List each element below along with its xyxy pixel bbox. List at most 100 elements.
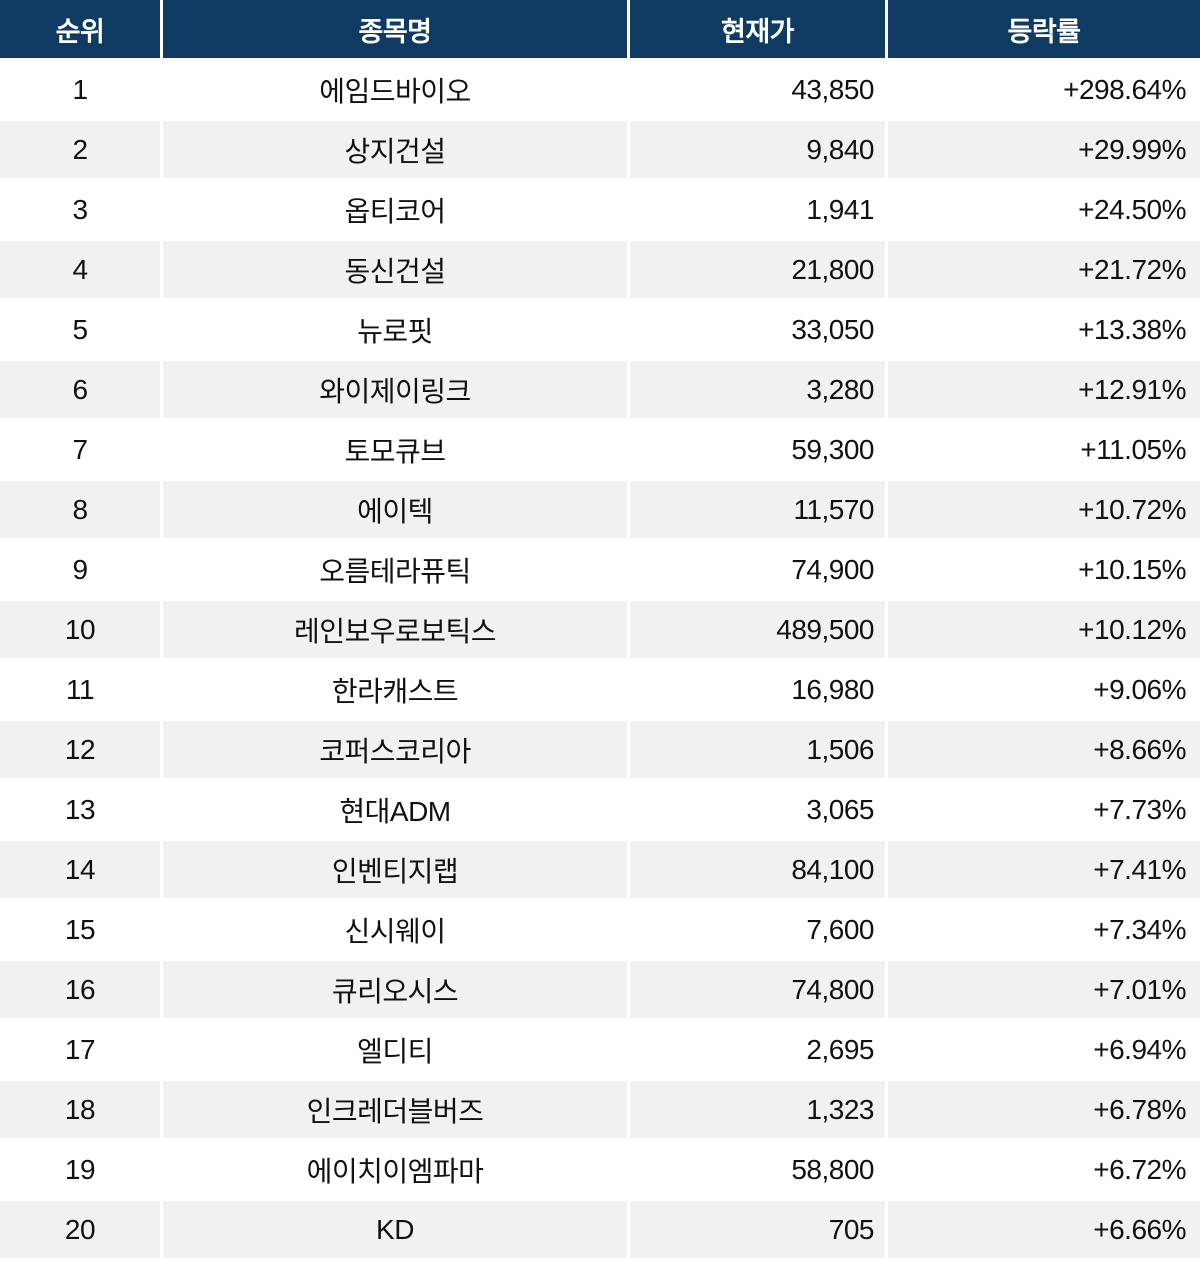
price-cell: 3,065 bbox=[630, 781, 885, 838]
change-cell: +10.72% bbox=[888, 481, 1200, 538]
change-cell: +6.94% bbox=[888, 1021, 1200, 1078]
table-header-row: 순위 종목명 현재가 등락률 bbox=[0, 0, 1200, 58]
price-cell: 1,941 bbox=[630, 181, 885, 238]
change-cell: +6.78% bbox=[888, 1081, 1200, 1138]
price-cell: 33,050 bbox=[630, 301, 885, 358]
price-cell: 16,980 bbox=[630, 661, 885, 718]
name-cell: 옵티코어 bbox=[163, 181, 627, 238]
rank-cell: 4 bbox=[0, 241, 160, 298]
table-row: 8 에이텍 11,570 +10.72% bbox=[0, 481, 1200, 538]
name-cell: 인벤티지랩 bbox=[163, 841, 627, 898]
change-cell: +9.06% bbox=[888, 661, 1200, 718]
table-row: 18 인크레더블버즈 1,323 +6.78% bbox=[0, 1081, 1200, 1138]
rank-cell: 14 bbox=[0, 841, 160, 898]
name-cell: 동신건설 bbox=[163, 241, 627, 298]
name-cell: 뉴로핏 bbox=[163, 301, 627, 358]
table-row: 14 인벤티지랩 84,100 +7.41% bbox=[0, 841, 1200, 898]
name-cell: 토모큐브 bbox=[163, 421, 627, 478]
table-row: 6 와이제이링크 3,280 +12.91% bbox=[0, 361, 1200, 418]
change-cell: +7.41% bbox=[888, 841, 1200, 898]
change-cell: +6.66% bbox=[888, 1201, 1200, 1258]
change-cell: +8.66% bbox=[888, 721, 1200, 778]
rank-cell: 3 bbox=[0, 181, 160, 238]
rank-cell: 6 bbox=[0, 361, 160, 418]
name-cell: 오름테라퓨틱 bbox=[163, 541, 627, 598]
change-cell: +13.38% bbox=[888, 301, 1200, 358]
rank-cell: 5 bbox=[0, 301, 160, 358]
column-header-change: 등락률 bbox=[888, 0, 1200, 58]
price-cell: 43,850 bbox=[630, 61, 885, 118]
change-cell: +29.99% bbox=[888, 121, 1200, 178]
price-cell: 489,500 bbox=[630, 601, 885, 658]
rank-cell: 17 bbox=[0, 1021, 160, 1078]
change-cell: +12.91% bbox=[888, 361, 1200, 418]
column-header-name: 종목명 bbox=[163, 0, 627, 58]
price-cell: 21,800 bbox=[630, 241, 885, 298]
name-cell: 에이텍 bbox=[163, 481, 627, 538]
column-header-rank: 순위 bbox=[0, 0, 160, 58]
rank-cell: 1 bbox=[0, 61, 160, 118]
name-cell: 신시웨이 bbox=[163, 901, 627, 958]
rank-cell: 19 bbox=[0, 1141, 160, 1198]
change-cell: +10.15% bbox=[888, 541, 1200, 598]
rank-cell: 12 bbox=[0, 721, 160, 778]
price-cell: 9,840 bbox=[630, 121, 885, 178]
rank-cell: 18 bbox=[0, 1081, 160, 1138]
name-cell: 인크레더블버즈 bbox=[163, 1081, 627, 1138]
table-row: 17 엘디티 2,695 +6.94% bbox=[0, 1021, 1200, 1078]
change-cell: +6.72% bbox=[888, 1141, 1200, 1198]
rank-cell: 16 bbox=[0, 961, 160, 1018]
name-cell: 레인보우로보틱스 bbox=[163, 601, 627, 658]
price-cell: 2,695 bbox=[630, 1021, 885, 1078]
table-row: 2 상지건설 9,840 +29.99% bbox=[0, 121, 1200, 178]
price-cell: 59,300 bbox=[630, 421, 885, 478]
table-row: 12 코퍼스코리아 1,506 +8.66% bbox=[0, 721, 1200, 778]
price-cell: 7,600 bbox=[630, 901, 885, 958]
price-cell: 1,506 bbox=[630, 721, 885, 778]
rank-cell: 15 bbox=[0, 901, 160, 958]
name-cell: 현대ADM bbox=[163, 781, 627, 838]
name-cell: 코퍼스코리아 bbox=[163, 721, 627, 778]
table-row: 13 현대ADM 3,065 +7.73% bbox=[0, 781, 1200, 838]
price-cell: 705 bbox=[630, 1201, 885, 1258]
table-row: 4 동신건설 21,800 +21.72% bbox=[0, 241, 1200, 298]
table-row: 20 KD 705 +6.66% bbox=[0, 1201, 1200, 1258]
change-cell: +24.50% bbox=[888, 181, 1200, 238]
name-cell: KD bbox=[163, 1201, 627, 1258]
change-cell: +21.72% bbox=[888, 241, 1200, 298]
table-row: 5 뉴로핏 33,050 +13.38% bbox=[0, 301, 1200, 358]
table-row: 16 큐리오시스 74,800 +7.01% bbox=[0, 961, 1200, 1018]
table-row: 7 토모큐브 59,300 +11.05% bbox=[0, 421, 1200, 478]
table-row: 9 오름테라퓨틱 74,900 +10.15% bbox=[0, 541, 1200, 598]
rank-cell: 7 bbox=[0, 421, 160, 478]
change-cell: +7.34% bbox=[888, 901, 1200, 958]
rank-cell: 8 bbox=[0, 481, 160, 538]
rank-cell: 2 bbox=[0, 121, 160, 178]
table-row: 10 레인보우로보틱스 489,500 +10.12% bbox=[0, 601, 1200, 658]
name-cell: 한라캐스트 bbox=[163, 661, 627, 718]
name-cell: 큐리오시스 bbox=[163, 961, 627, 1018]
rank-cell: 11 bbox=[0, 661, 160, 718]
price-cell: 1,323 bbox=[630, 1081, 885, 1138]
change-cell: +7.73% bbox=[888, 781, 1200, 838]
table-row: 3 옵티코어 1,941 +24.50% bbox=[0, 181, 1200, 238]
table-row: 1 에임드바이오 43,850 +298.64% bbox=[0, 61, 1200, 118]
price-cell: 74,800 bbox=[630, 961, 885, 1018]
name-cell: 에임드바이오 bbox=[163, 61, 627, 118]
name-cell: 엘디티 bbox=[163, 1021, 627, 1078]
name-cell: 에이치이엠파마 bbox=[163, 1141, 627, 1198]
price-cell: 58,800 bbox=[630, 1141, 885, 1198]
rank-cell: 9 bbox=[0, 541, 160, 598]
table-row: 19 에이치이엠파마 58,800 +6.72% bbox=[0, 1141, 1200, 1198]
price-cell: 11,570 bbox=[630, 481, 885, 538]
rank-cell: 10 bbox=[0, 601, 160, 658]
change-cell: +7.01% bbox=[888, 961, 1200, 1018]
change-cell: +10.12% bbox=[888, 601, 1200, 658]
name-cell: 와이제이링크 bbox=[163, 361, 627, 418]
rank-cell: 13 bbox=[0, 781, 160, 838]
change-cell: +298.64% bbox=[888, 61, 1200, 118]
column-header-price: 현재가 bbox=[630, 0, 885, 58]
price-cell: 74,900 bbox=[630, 541, 885, 598]
